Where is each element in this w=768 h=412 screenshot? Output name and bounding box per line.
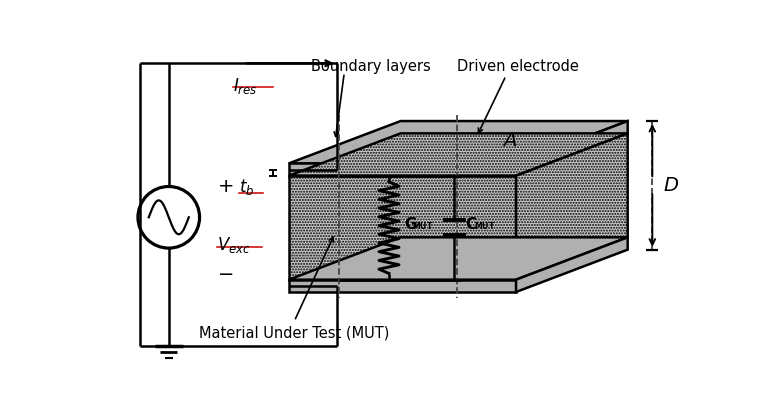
Polygon shape <box>516 121 627 176</box>
Text: $_{\mathbf{MUT}}$: $_{\mathbf{MUT}}$ <box>412 221 434 233</box>
Text: $\mathit{I}_{\mathit{res}}$: $\mathit{I}_{\mathit{res}}$ <box>233 76 257 96</box>
Text: $\mathbf{C}$: $\mathbf{C}$ <box>465 216 478 232</box>
Polygon shape <box>516 237 627 292</box>
Text: $\mathit{V}_{\mathit{exc}}$: $\mathit{V}_{\mathit{exc}}$ <box>217 235 251 255</box>
Text: $_{\mathbf{MUT}}$: $_{\mathbf{MUT}}$ <box>474 221 495 233</box>
Polygon shape <box>289 237 627 280</box>
Text: Material Under Test (MUT): Material Under Test (MUT) <box>199 325 389 340</box>
Text: $-$: $-$ <box>217 263 233 282</box>
Text: $\mathit{D}$: $\mathit{D}$ <box>663 176 679 195</box>
Text: $\mathbf{G}$: $\mathbf{G}$ <box>405 216 418 232</box>
Text: Driven electrode: Driven electrode <box>457 59 578 74</box>
Polygon shape <box>516 133 627 280</box>
Text: $\mathit{t}_{\mathit{b}}$: $\mathit{t}_{\mathit{b}}$ <box>239 176 254 197</box>
Polygon shape <box>289 176 516 280</box>
Polygon shape <box>289 280 516 292</box>
Polygon shape <box>289 164 516 176</box>
Text: $\mathit{A}$: $\mathit{A}$ <box>502 131 517 150</box>
Polygon shape <box>289 133 627 176</box>
Text: Boundary layers: Boundary layers <box>311 59 431 74</box>
Polygon shape <box>289 121 627 164</box>
Text: $+$: $+$ <box>217 177 233 196</box>
